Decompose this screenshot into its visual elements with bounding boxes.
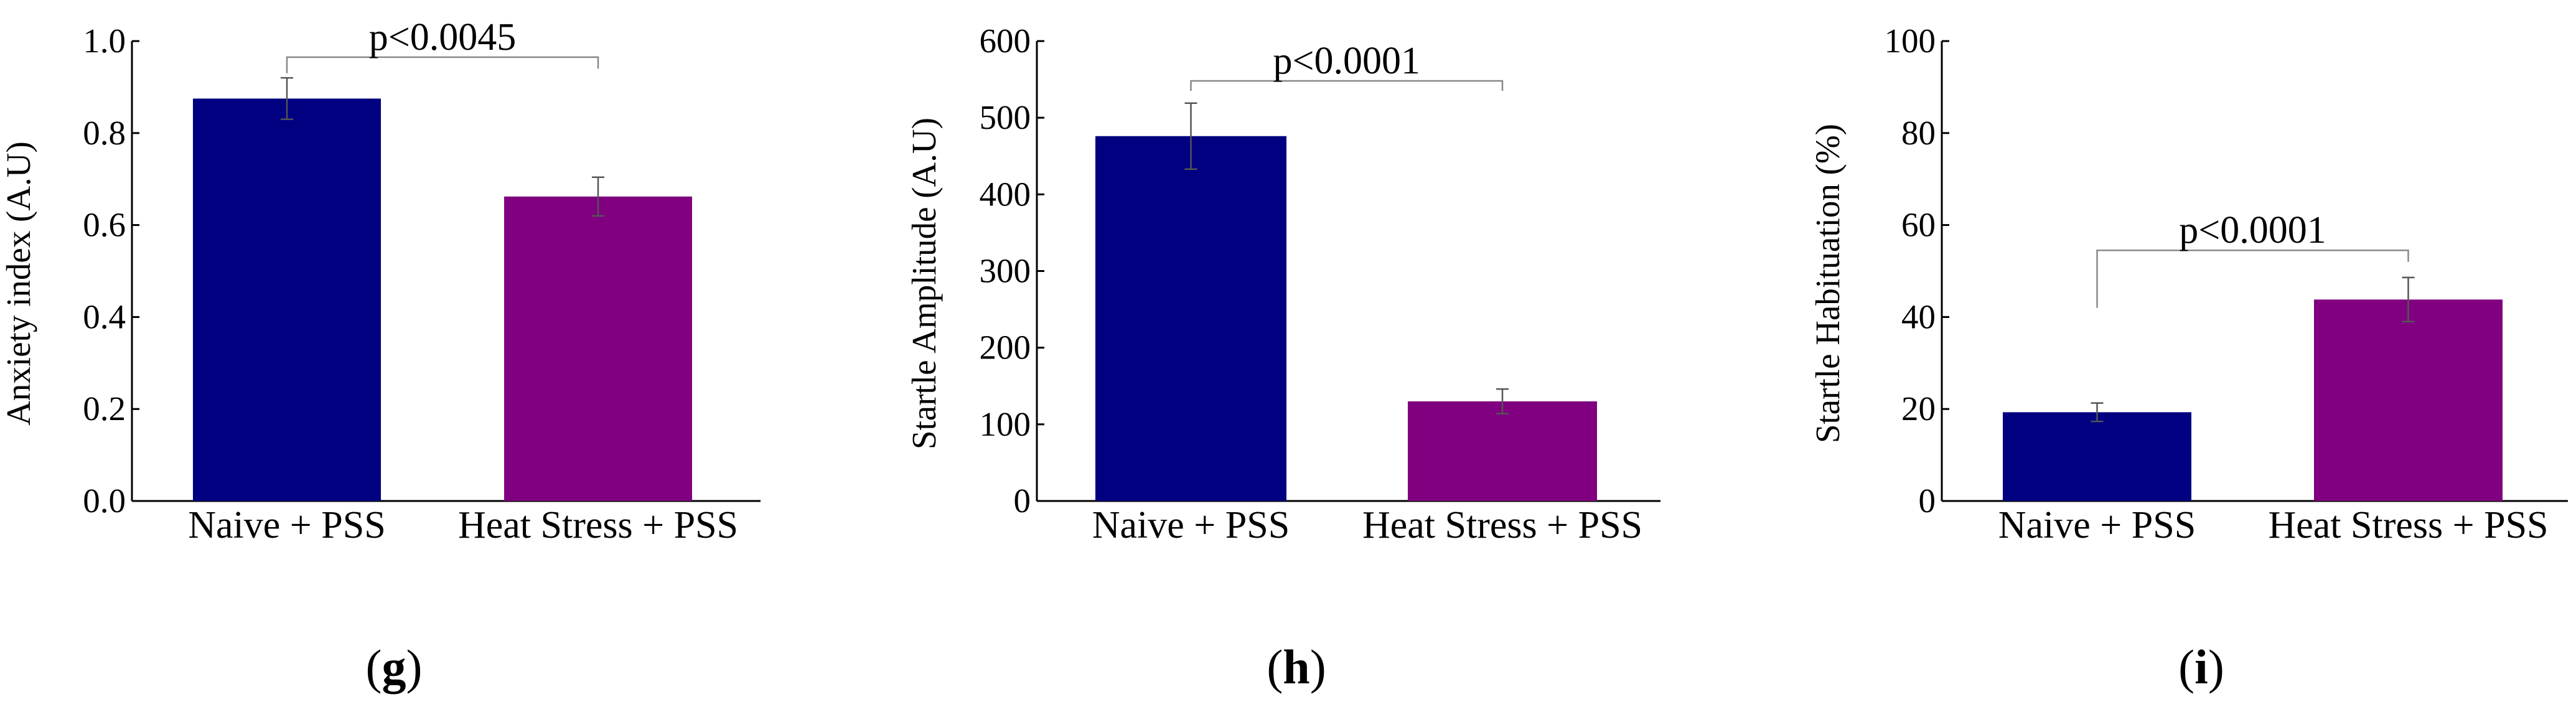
chart-panel-g: 0.0 0.2 0.4 0.6 0.8 1.0 Naive + PSS Heat Stress… — [0, 16, 761, 694]
bar-naive-pss — [193, 98, 381, 501]
panel-label-letter: g — [382, 640, 406, 694]
bar-heat-stress-pss — [504, 196, 692, 501]
y-tick-label: 1.0 — [83, 22, 126, 60]
significance-bracket — [2096, 249, 2409, 308]
panel-label-letter: h — [1283, 640, 1309, 694]
panel-label-letter: i — [2194, 640, 2208, 694]
bar-naive-pss — [2003, 412, 2191, 501]
y-tick-label: 40 — [1901, 297, 1936, 335]
significance-bracket — [286, 56, 599, 73]
y-tick-label: 60 — [1901, 206, 1936, 244]
y-tick-label: 0 — [1919, 482, 1936, 520]
panel-label-close: ) — [2208, 640, 2224, 694]
panel-label-close: ) — [406, 640, 423, 694]
chart-panel-i: 0 20 40 60 80 100 Naive + PSS Heat Stress + PSS… — [1809, 22, 2568, 694]
y-tick-label: 0.2 — [83, 390, 126, 428]
bar-heat-stress-pss — [2314, 299, 2503, 501]
y-tick-label: 100 — [1885, 22, 1936, 60]
bar-heat-stress-pss — [1408, 401, 1597, 501]
y-tick-label: 300 — [980, 252, 1031, 290]
y-tick-label: 0.8 — [83, 114, 126, 152]
x-category-label: Heat Stress + PSS — [458, 504, 738, 546]
significance-bracket — [1190, 80, 1504, 91]
y-tick-label: 400 — [980, 175, 1031, 213]
y-tick-label: 100 — [980, 405, 1031, 443]
y-tick-label: 0.4 — [83, 297, 126, 335]
panel-label: (h) — [1267, 640, 1326, 694]
panel-label-open: ( — [366, 640, 382, 694]
bar-naive-pss — [1095, 136, 1286, 501]
panel-label-close: ) — [1310, 640, 1326, 694]
y-tick-label: 500 — [980, 98, 1031, 136]
x-category-label: Naive + PSS — [1998, 504, 2196, 546]
significance-label: p<0.0045 — [369, 16, 516, 58]
x-category-label: Naive + PSS — [1092, 504, 1290, 546]
y-tick-label: 0 — [1014, 482, 1031, 520]
panel-label: (i) — [2178, 640, 2224, 694]
x-category-label: Naive + PSS — [188, 504, 385, 546]
y-tick-label: 0.6 — [83, 206, 126, 244]
panel-label: (g) — [366, 640, 423, 694]
significance-label: p<0.0001 — [2179, 209, 2326, 251]
y-tick-label: 80 — [1901, 114, 1936, 152]
chart-panel-h: 0 100 200 300 400 500 600 Naive + PSS Heat Stres… — [905, 22, 1660, 694]
y-tick-label: 20 — [1901, 390, 1936, 428]
y-tick-label: 200 — [980, 329, 1031, 367]
y-tick-label: 0.0 — [83, 482, 126, 520]
x-category-label: Heat Stress + PSS — [2268, 504, 2548, 546]
significance-label: p<0.0001 — [1273, 40, 1420, 82]
x-category-label: Heat Stress + PSS — [1362, 504, 1642, 546]
panel-label-open: ( — [1267, 640, 1283, 694]
y-axis-title: Startle Amplitude (A.U) — [905, 118, 943, 449]
panel-label-open: ( — [2178, 640, 2194, 694]
y-axis-title: Startle Habituation (%) — [1809, 124, 1847, 443]
y-axis-title: Anxiety index (A.U) — [0, 141, 37, 426]
y-tick-label: 600 — [980, 22, 1031, 60]
